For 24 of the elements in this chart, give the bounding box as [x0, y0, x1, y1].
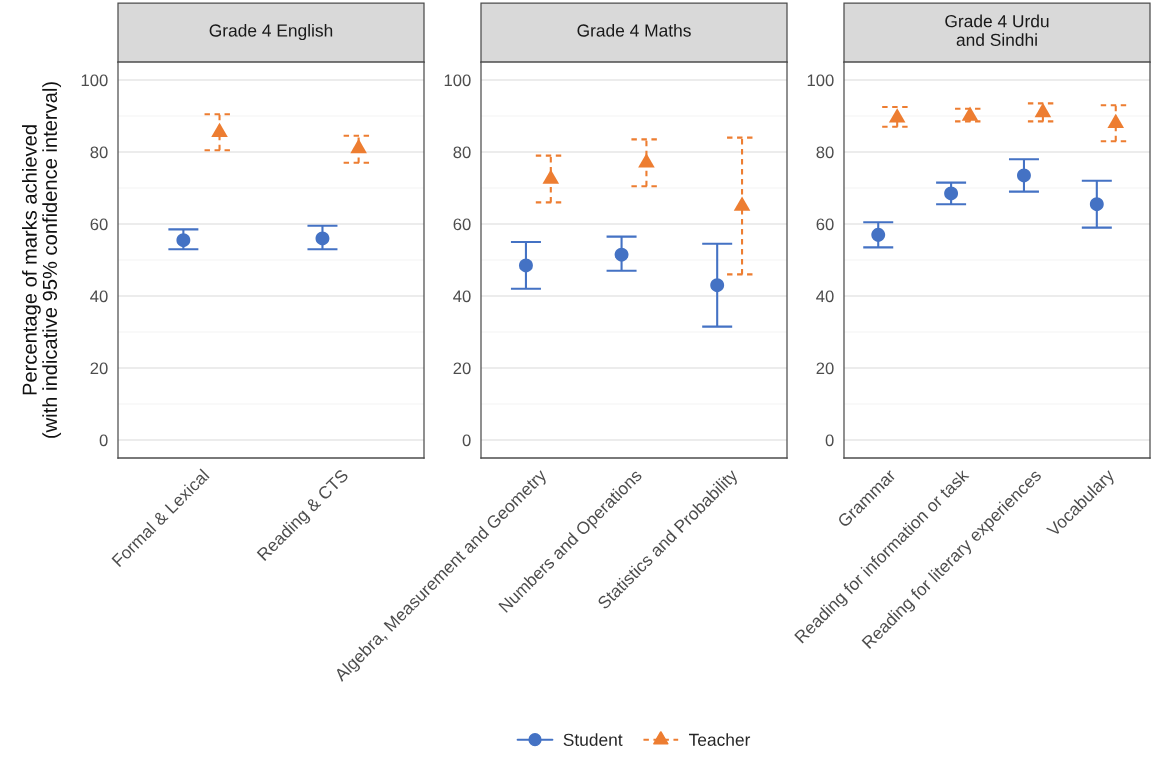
y-tick-label: 20	[90, 362, 108, 375]
y-tick-label: 40	[453, 290, 471, 303]
y-tick-label: 100	[444, 74, 471, 87]
legend-label: Teacher	[688, 733, 751, 746]
y-tick-label: 100	[807, 74, 834, 87]
y-tick-label: 60	[816, 218, 834, 231]
chart-title: Grade 4 English	[209, 23, 333, 41]
y-tick-label: 60	[90, 218, 108, 231]
y-tick-label: 0	[825, 434, 834, 447]
y-tick-label: 60	[453, 218, 471, 231]
y-axis-title: Percentage of marks achieved (with indicative 95% confidence interval)	[22, 82, 62, 438]
chart-title: Grade 4 Maths	[577, 23, 691, 37]
y-tick-label: 80	[90, 146, 108, 159]
chart-title: Grade 4 Urdu and Sindhi	[945, 14, 1049, 47]
y-tick-label: 40	[90, 290, 108, 303]
y-tick-label: 20	[453, 362, 471, 375]
y-tick-label: 0	[462, 434, 471, 447]
y-tick-label: 80	[816, 146, 834, 159]
legend-label: Student	[563, 733, 623, 746]
y-tick-label: 40	[816, 290, 834, 303]
y-tick-label: 0	[99, 434, 108, 447]
y-tick-label: 20	[816, 362, 834, 375]
y-tick-label: 100	[81, 74, 108, 87]
y-tick-label: 80	[453, 146, 471, 159]
